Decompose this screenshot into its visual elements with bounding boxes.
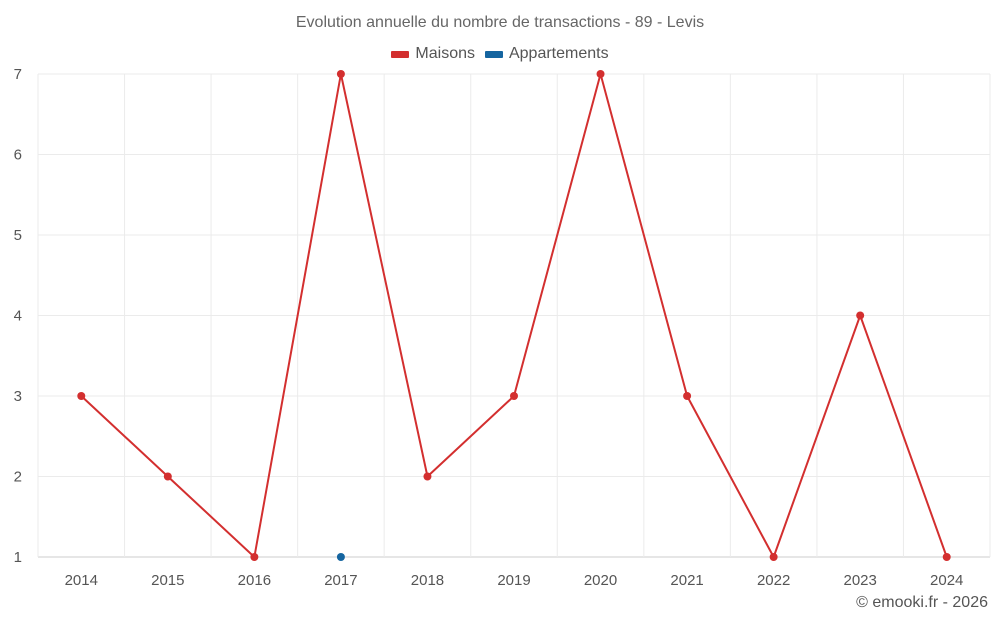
y-tick-label: 1	[14, 549, 22, 566]
x-tick-label: 2022	[757, 572, 790, 589]
legend-label-appartements: Appartements	[508, 45, 609, 62]
x-tick-label: 2019	[497, 572, 530, 589]
y-tick-label: 7	[14, 66, 22, 83]
x-tick-label: 2023	[843, 572, 876, 589]
x-tick-label: 2020	[584, 572, 617, 589]
x-tick-label: 2017	[324, 572, 357, 589]
data-point-maisons	[856, 311, 865, 320]
data-point-appartements	[336, 553, 345, 561]
data-point-maisons	[250, 553, 259, 561]
y-tick-label: 4	[14, 308, 22, 325]
data-point-maisons	[942, 553, 951, 561]
data-point-maisons	[336, 70, 345, 78]
data-point-maisons	[596, 70, 605, 78]
data-point-maisons	[77, 392, 86, 400]
y-tick-label: 3	[14, 388, 22, 405]
data-point-maisons	[423, 472, 432, 481]
y-tick-label: 2	[14, 469, 22, 486]
legend-swatch-appartements	[484, 50, 503, 58]
legend-item-maisons[interactable]: Maisons	[391, 45, 475, 63]
x-tick-label: 2024	[930, 572, 963, 589]
chart-title: Evolution annuelle du nombre de transact…	[295, 14, 705, 31]
y-tick-label: 5	[14, 227, 22, 244]
x-tick-label: 2015	[151, 572, 184, 589]
data-point-maisons	[769, 553, 778, 561]
legend-label-maisons: Maisons	[415, 45, 475, 62]
x-tick-label: 2016	[238, 572, 271, 589]
credit-text: © emooki.fr - 2026	[856, 594, 988, 611]
chart-legend: Maisons Appartements	[0, 45, 1000, 63]
x-tick-label: 2014	[65, 572, 98, 589]
legend-item-appartements[interactable]: Appartements	[484, 45, 609, 63]
y-tick-label: 6	[14, 147, 22, 164]
legend-swatch-maisons	[391, 50, 410, 58]
x-tick-label: 2018	[411, 572, 444, 589]
x-tick-label: 2021	[670, 572, 703, 589]
data-point-maisons	[163, 472, 172, 481]
data-point-maisons	[683, 392, 692, 400]
data-point-maisons	[510, 392, 518, 400]
